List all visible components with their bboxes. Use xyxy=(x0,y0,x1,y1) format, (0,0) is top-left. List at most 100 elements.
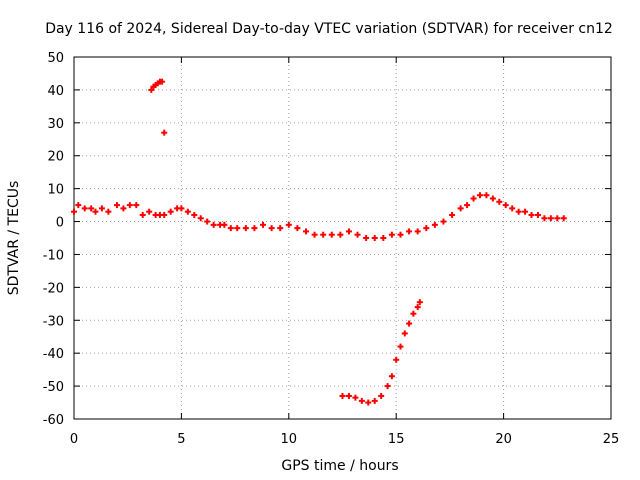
data-point xyxy=(191,211,198,218)
y-tick-label: 30 xyxy=(47,117,64,132)
data-point xyxy=(423,225,430,232)
x-tick-label: 20 xyxy=(495,432,512,447)
data-point xyxy=(260,221,267,228)
data-point xyxy=(328,231,335,238)
data-point xyxy=(113,202,120,209)
data-point xyxy=(204,218,211,225)
data-point xyxy=(393,356,400,363)
data-point xyxy=(320,231,327,238)
data-point xyxy=(464,202,471,209)
data-point xyxy=(388,373,395,380)
y-axis-label: SDTVAR / TECUs xyxy=(6,181,22,296)
data-point xyxy=(311,231,318,238)
data-point xyxy=(251,225,258,232)
data-point xyxy=(457,205,464,212)
data-point xyxy=(449,211,456,218)
data-point xyxy=(476,192,483,199)
y-tick-label: 0 xyxy=(56,216,64,231)
data-point xyxy=(105,208,112,215)
data-point xyxy=(139,211,146,218)
data-point xyxy=(148,86,155,93)
data-point xyxy=(414,228,421,235)
data-point xyxy=(352,394,359,401)
data-point xyxy=(234,225,241,232)
data-point xyxy=(133,202,140,209)
data-point xyxy=(358,397,365,404)
x-tick-label: 10 xyxy=(281,432,298,447)
data-point xyxy=(120,205,127,212)
y-tick-label: -50 xyxy=(43,380,64,395)
data-point xyxy=(221,221,228,228)
data-point xyxy=(406,228,413,235)
data-point xyxy=(184,208,191,215)
x-tick-label: 25 xyxy=(603,432,620,447)
data-point xyxy=(502,202,509,209)
data-point xyxy=(541,215,548,222)
plot-frame xyxy=(73,56,612,420)
x-tick-label: 5 xyxy=(177,432,185,447)
data-point xyxy=(345,392,352,399)
data-point xyxy=(210,221,217,228)
data-point xyxy=(75,202,82,209)
data-point xyxy=(146,208,153,215)
data-point xyxy=(397,231,404,238)
data-point xyxy=(268,225,275,232)
data-point xyxy=(388,231,395,238)
y-tick-label: -60 xyxy=(43,413,64,428)
data-point xyxy=(410,310,417,317)
data-point xyxy=(242,225,249,232)
data-point xyxy=(371,397,378,404)
data-point xyxy=(167,208,174,215)
data-point xyxy=(277,225,284,232)
data-point xyxy=(416,299,423,306)
data-point xyxy=(365,399,372,406)
data-point xyxy=(161,129,168,136)
data-point xyxy=(363,235,370,241)
data-point xyxy=(470,195,477,202)
data-point xyxy=(547,215,554,222)
data-point xyxy=(81,205,88,212)
data-point xyxy=(285,221,292,228)
data-point xyxy=(534,211,541,218)
data-point xyxy=(354,231,361,238)
data-point xyxy=(371,235,378,241)
data-point xyxy=(483,192,490,199)
data-point xyxy=(294,225,301,232)
data-point xyxy=(440,218,447,225)
data-points xyxy=(71,78,567,406)
data-point xyxy=(92,208,99,215)
data-point xyxy=(88,205,95,212)
y-tick-label: 10 xyxy=(47,183,64,198)
data-point xyxy=(509,205,516,212)
axis-ticks: 0 5 10 15 20 25 -60 -50 -40 -30 -20 -10 0 10 20 30 40 50 xyxy=(43,51,620,447)
chart-title: Day 116 of 2024, Sidereal Day-to-day VTE… xyxy=(45,21,613,37)
y-tick-label: -20 xyxy=(43,281,64,296)
data-point xyxy=(227,225,234,232)
data-point xyxy=(414,304,421,311)
data-point xyxy=(98,205,105,212)
y-tick-label: -40 xyxy=(43,347,64,362)
data-point xyxy=(159,78,166,85)
x-axis-label: GPS time / hours xyxy=(281,458,398,474)
data-point xyxy=(489,195,496,202)
data-point xyxy=(515,208,522,215)
data-point xyxy=(397,343,404,350)
data-point xyxy=(178,205,185,212)
data-point xyxy=(71,208,77,215)
data-point xyxy=(431,221,438,228)
x-tick-label: 0 xyxy=(70,432,78,447)
y-tick-label: 40 xyxy=(47,84,64,99)
data-point xyxy=(384,383,391,390)
data-point xyxy=(380,235,387,241)
data-point xyxy=(522,208,529,215)
data-point xyxy=(554,215,561,222)
x-tick-label: 15 xyxy=(388,432,405,447)
data-point xyxy=(528,211,535,218)
y-tick-label: 50 xyxy=(47,51,64,66)
data-point xyxy=(378,392,385,399)
data-point xyxy=(406,320,413,327)
data-point xyxy=(337,231,344,238)
data-point xyxy=(401,330,408,337)
data-point xyxy=(345,228,352,235)
